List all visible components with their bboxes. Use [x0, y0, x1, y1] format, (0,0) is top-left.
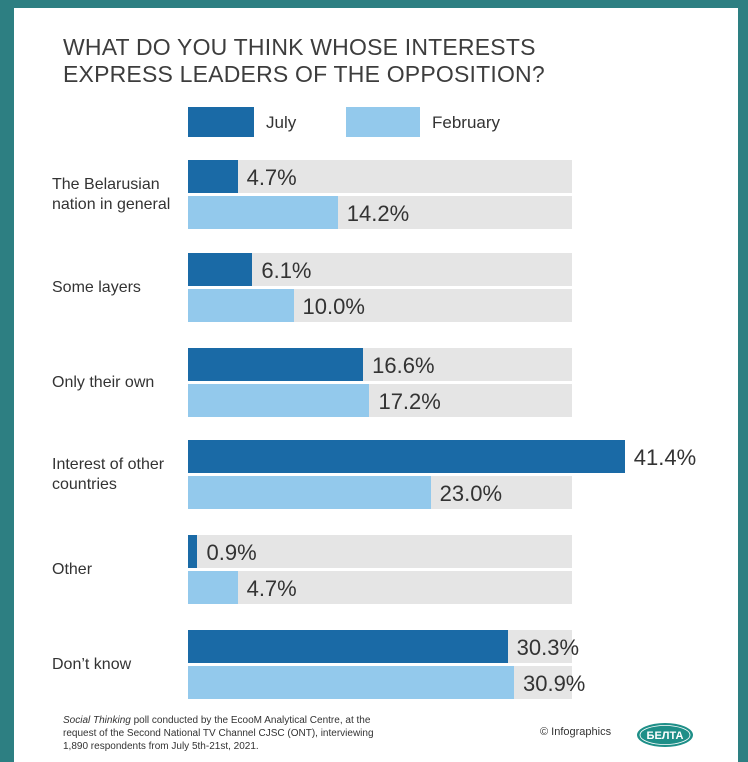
- category-label-line: nation in general: [52, 195, 171, 213]
- footnote-line-3: 1,890 respondents from July 5th-21st, 20…: [63, 741, 259, 752]
- bar-february: [188, 196, 338, 229]
- bar-february: [188, 571, 238, 604]
- category-label: Some layers: [52, 278, 141, 298]
- footnote-source-name: Social Thinking: [63, 715, 131, 726]
- value-label-july: 0.9%: [206, 540, 257, 565]
- category-label: Don’t know: [52, 655, 131, 675]
- category-label-line: countries: [52, 475, 117, 493]
- logo-ring: [639, 725, 691, 745]
- belta-logo: БЕЛТА: [637, 723, 693, 747]
- bar-track: [188, 535, 572, 568]
- category-label-line: The Belarusian: [52, 175, 160, 193]
- logo-oval: [637, 723, 693, 747]
- value-label-february: 30.9%: [522, 671, 586, 696]
- category-label-line: Other: [52, 560, 93, 578]
- footnote-line-2: request of the Second National TV Channe…: [63, 728, 374, 739]
- value-label-july: 4.7%: [246, 165, 297, 190]
- value-label-february: 14.2%: [346, 201, 410, 226]
- bar-july: [188, 535, 198, 568]
- legend-label-february: February: [432, 113, 501, 132]
- category-label-line: Interest of other: [52, 455, 165, 473]
- bar-track: [188, 160, 572, 193]
- category-label: The Belarusian nation in general: [52, 175, 170, 215]
- category-label-line: Only their own: [52, 373, 155, 391]
- footnote: Social Thinking poll conducted by the Ec…: [63, 714, 463, 753]
- category-label-line: Some layers: [52, 278, 141, 296]
- category-label: Only their own: [52, 373, 154, 393]
- legend-swatch-february: [346, 107, 420, 137]
- bar-july: [188, 630, 508, 663]
- value-label-july: 6.1%: [261, 258, 312, 283]
- category-label-line: Don’t know: [52, 655, 132, 673]
- category-label: Interest of other countries: [52, 455, 164, 495]
- value-label-february: 4.7%: [246, 576, 297, 601]
- bar-february: [188, 289, 294, 322]
- value-label-february: 17.2%: [378, 389, 441, 414]
- logo-text: БЕЛТА: [647, 730, 684, 742]
- value-label-february: 23.0%: [439, 481, 503, 506]
- category-label: Other: [52, 560, 92, 580]
- chart-title: WHAT DO YOU THINK WHOSE INTERESTS EXPRES…: [63, 34, 545, 87]
- bar-february: [188, 384, 370, 417]
- value-label-july: 41.4%: [633, 445, 697, 470]
- legend-label-july: July: [266, 113, 297, 132]
- legend-swatch-july: [188, 107, 254, 137]
- bar-july: [188, 440, 625, 473]
- bar-july: [188, 348, 364, 381]
- footnote-line-1: poll conducted by the EcooM Analytical C…: [130, 715, 371, 726]
- bar-july: [188, 160, 238, 193]
- bar-february: [188, 476, 431, 509]
- infographics-credit: © Infographics: [540, 726, 612, 738]
- bar-track: [188, 571, 572, 604]
- bar-february: [188, 666, 514, 699]
- value-label-july: 30.3%: [516, 635, 580, 660]
- value-label-february: 10.0%: [302, 294, 365, 319]
- value-label-july: 16.6%: [372, 353, 435, 378]
- bar-july: [188, 253, 253, 286]
